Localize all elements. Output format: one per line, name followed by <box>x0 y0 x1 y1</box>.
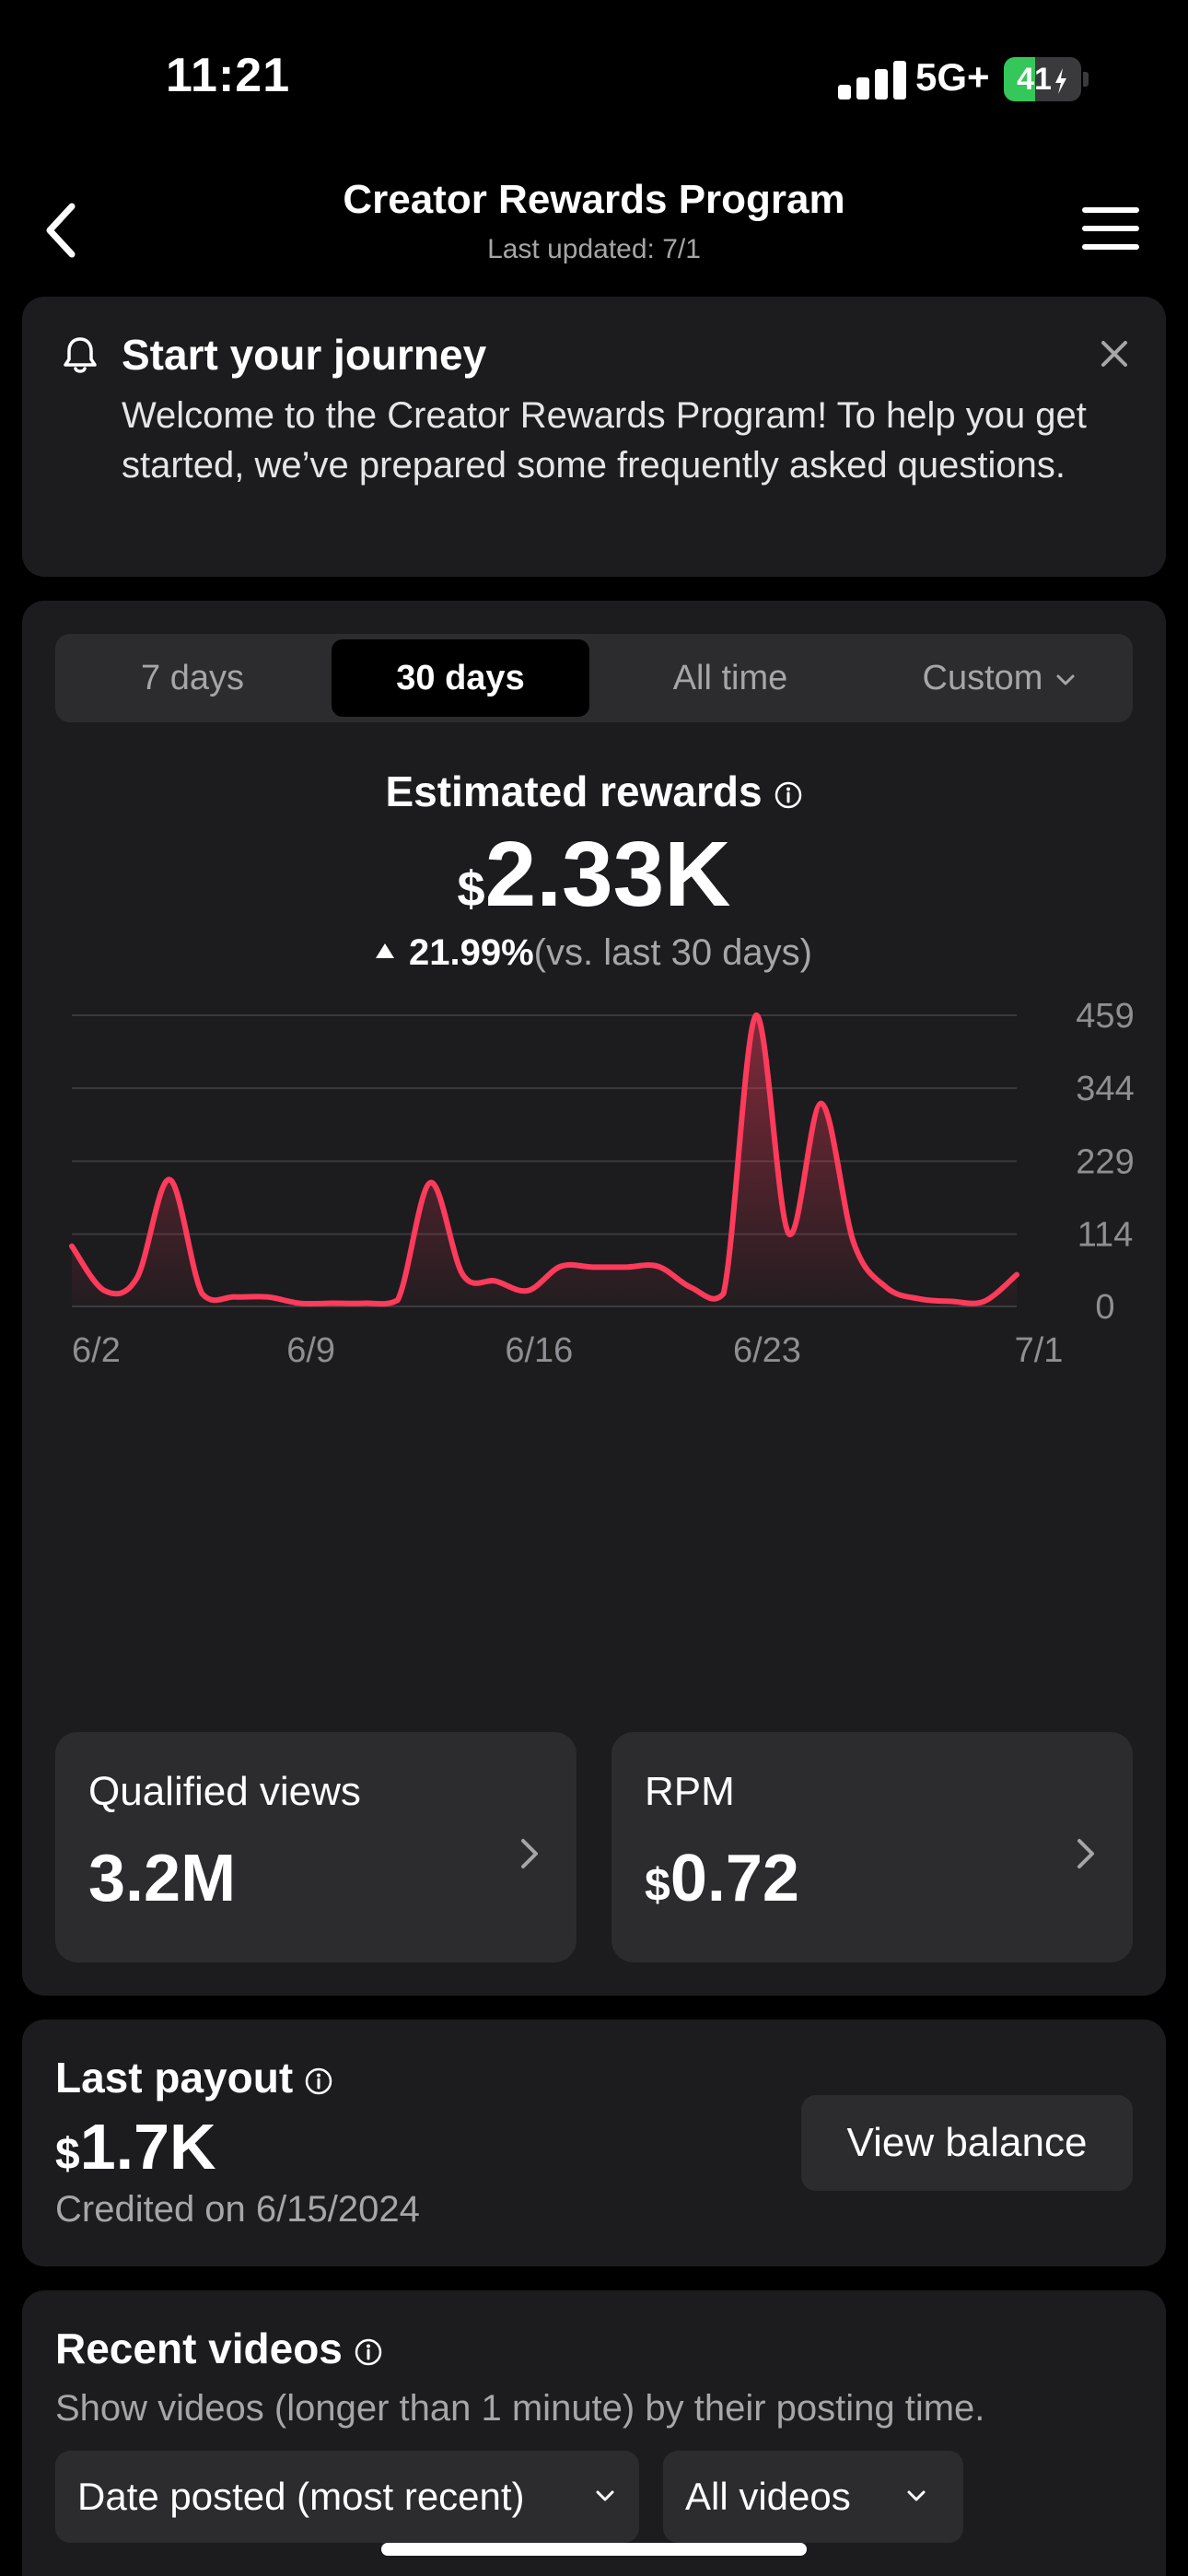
estimated-rewards-value: $2.33K <box>457 823 731 926</box>
recent-videos-description: Show videos (longer than 1 minute) by th… <box>55 2388 985 2429</box>
recent-videos-card: Recent videos Show videos (longer than 1… <box>22 2290 1166 2576</box>
network-type: 5G+ <box>915 55 990 99</box>
last-payout-card: Last payout $1.7K Credited on 6/15/2024 … <box>22 2020 1166 2266</box>
x-tick-label: 6/16 <box>505 1331 573 1365</box>
metric-label: Qualified views <box>88 1769 361 1814</box>
last-payout-label: Last payout <box>55 2053 333 2102</box>
y-tick-label: 229 <box>1076 1142 1134 1181</box>
qualified-views-card[interactable]: Qualified views 3.2M <box>55 1732 577 1962</box>
x-tick-label: 7/1 <box>1015 1331 1064 1365</box>
home-indicator <box>381 2543 807 2556</box>
chart-area <box>72 1014 1017 1306</box>
status-bar: 11:21 5G+ 41 <box>0 0 1188 157</box>
view-balance-button[interactable]: View balance <box>801 2095 1133 2191</box>
nav-header: Creator Rewards Program Last updated: 7/… <box>0 157 1188 286</box>
chevron-right-icon <box>521 1839 538 1868</box>
chevron-right-icon <box>1077 1839 1094 1868</box>
battery-icon: 41 <box>1004 57 1089 101</box>
chevron-down-icon <box>907 2490 926 2501</box>
banner-title: Start your journey <box>122 331 487 379</box>
trend-up-icon <box>376 943 394 959</box>
tab-30-days[interactable]: 30 days <box>332 639 589 717</box>
x-tick-label: 6/23 <box>733 1331 801 1365</box>
tab-custom[interactable]: Custom <box>871 639 1127 717</box>
recent-videos-label: Recent videos <box>55 2324 383 2373</box>
tab-all-time[interactable]: All time <box>672 659 788 697</box>
y-tick-label: 0 <box>1095 1288 1114 1327</box>
close-icon[interactable] <box>1094 334 1135 374</box>
filter-dropdown[interactable]: All videos <box>663 2451 963 2543</box>
sort-dropdown[interactable]: Date posted (most recent) <box>55 2451 639 2543</box>
last-payout-value: $1.7K <box>55 2111 216 2183</box>
last-updated: Last updated: 7/1 <box>487 234 701 264</box>
tab-7-days[interactable]: 7 days <box>141 659 244 697</box>
rewards-card: 7 days 30 days All time Custom Estimated… <box>22 601 1166 1996</box>
journey-banner: Start your journey Welcome to the Creato… <box>22 297 1166 577</box>
metric-value: 3.2M <box>88 1842 237 1915</box>
estimated-rewards-label: Estimated rewards <box>22 767 1166 816</box>
back-button[interactable] <box>37 193 92 267</box>
info-icon[interactable] <box>354 2337 383 2367</box>
chart-line <box>69 1012 1019 1307</box>
y-tick-label: 459 <box>1076 997 1134 1036</box>
credited-date: Credited on 6/15/2024 <box>55 2189 420 2230</box>
info-icon[interactable] <box>304 2067 333 2096</box>
metric-label: RPM <box>645 1769 735 1814</box>
chevron-left-icon <box>46 203 76 258</box>
chevron-down-icon <box>1056 674 1075 685</box>
info-icon[interactable] <box>774 780 803 810</box>
y-tick-label: 344 <box>1076 1070 1134 1108</box>
battery-fill <box>1004 57 1036 101</box>
page-title: Creator Rewards Program <box>343 177 845 222</box>
x-tick-label: 6/9 <box>286 1331 335 1365</box>
rewards-chart: 0 114 229 344 459 6/2 6/9 6/16 6/23 7/1 <box>69 997 1135 1365</box>
signal-icon <box>838 59 912 100</box>
y-tick-label: 114 <box>1077 1216 1134 1255</box>
x-tick-label: 6/2 <box>72 1331 121 1365</box>
chevron-down-icon <box>596 2490 614 2501</box>
rpm-card[interactable]: RPM $0.72 <box>611 1732 1133 1962</box>
metric-value: $0.72 <box>645 1842 799 1915</box>
bell-icon <box>64 337 97 373</box>
range-tabs: 7 days 30 days All time Custom <box>55 634 1133 722</box>
hamburger-menu-icon <box>1082 207 1139 250</box>
menu-button[interactable] <box>1077 201 1144 256</box>
rewards-change: 21.99%(vs. last 30 days) <box>22 932 1166 974</box>
status-time: 11:21 <box>166 49 291 102</box>
battery-level: 41 <box>1004 57 1081 101</box>
banner-body: Welcome to the Creator Rewards Program! … <box>122 395 1087 486</box>
